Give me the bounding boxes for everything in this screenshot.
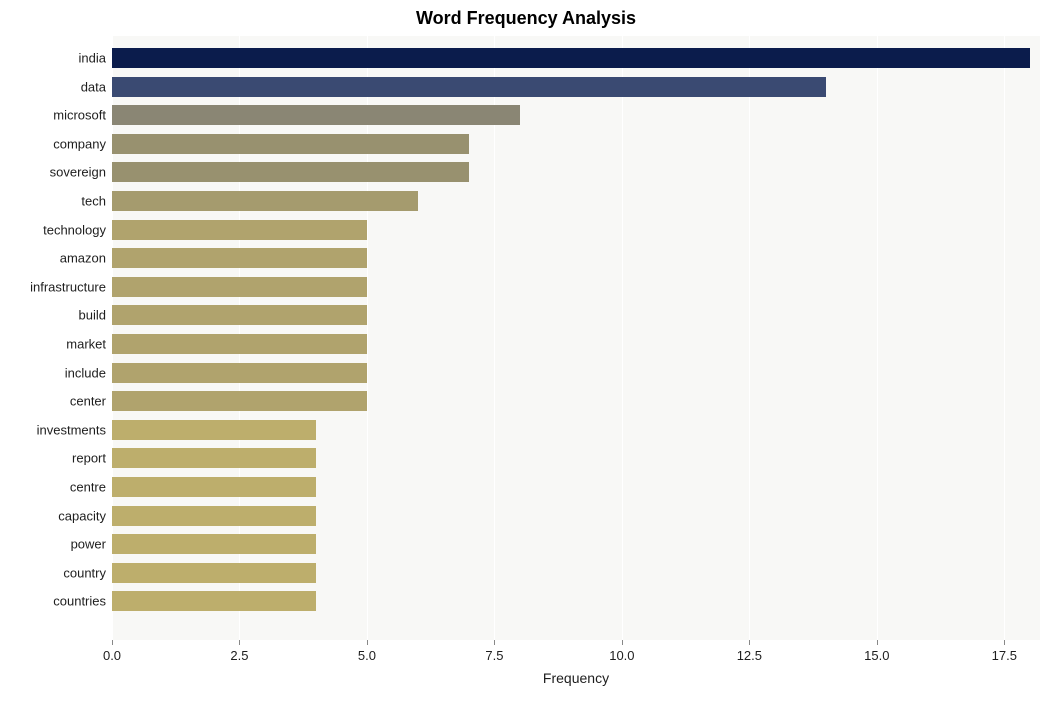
y-tick-label: data [81,79,112,94]
x-tick-label: 15.0 [864,648,889,663]
x-tick-mark [239,640,240,645]
chart-title: Word Frequency Analysis [0,8,1052,29]
y-tick-label: market [66,337,112,352]
bar [112,334,367,354]
bar [112,191,418,211]
x-tick-mark [112,640,113,645]
x-axis-label: Frequency [112,670,1040,686]
x-tick-mark [367,640,368,645]
y-tick-label: country [63,565,112,580]
y-tick-label: investments [37,422,112,437]
grid-line [749,36,750,640]
bar [112,591,316,611]
y-tick-label: build [79,308,112,323]
bar [112,448,316,468]
x-tick-label: 0.0 [103,648,121,663]
bar [112,162,469,182]
y-tick-label: company [53,136,112,151]
x-tick-mark [1004,640,1005,645]
x-tick-label: 17.5 [992,648,1017,663]
bar [112,220,367,240]
word-frequency-chart: Word Frequency Analysis indiadatamicroso… [0,0,1052,701]
y-tick-label: infrastructure [30,279,112,294]
bar [112,305,367,325]
x-tick-label: 10.0 [609,648,634,663]
y-tick-label: amazon [60,251,112,266]
y-tick-label: countries [53,594,112,609]
y-tick-label: power [71,537,112,552]
bar [112,477,316,497]
bar [112,277,367,297]
y-tick-label: capacity [58,508,112,523]
bar [112,105,520,125]
x-tick-label: 5.0 [358,648,376,663]
y-tick-label: centre [70,480,112,495]
bar [112,48,1030,68]
grid-line [1004,36,1005,640]
bar [112,506,316,526]
bar [112,420,316,440]
x-tick-mark [494,640,495,645]
x-tick-label: 7.5 [485,648,503,663]
bar [112,134,469,154]
x-tick-mark [749,640,750,645]
y-tick-label: tech [81,194,112,209]
bar [112,391,367,411]
grid-line [367,36,368,640]
y-tick-label: center [70,394,112,409]
x-tick-mark [877,640,878,645]
y-tick-label: microsoft [53,108,112,123]
bar [112,563,316,583]
grid-line [494,36,495,640]
y-tick-label: technology [43,222,112,237]
x-tick-label: 2.5 [230,648,248,663]
y-tick-label: report [72,451,112,466]
grid-line [877,36,878,640]
plot-area: indiadatamicrosoftcompanysovereigntechte… [112,36,1040,640]
bar [112,534,316,554]
grid-line [622,36,623,640]
x-tick-label: 12.5 [737,648,762,663]
y-tick-label: india [79,51,112,66]
bar [112,77,826,97]
x-tick-mark [622,640,623,645]
y-tick-label: sovereign [50,165,112,180]
bar [112,248,367,268]
bar [112,363,367,383]
y-tick-label: include [65,365,112,380]
